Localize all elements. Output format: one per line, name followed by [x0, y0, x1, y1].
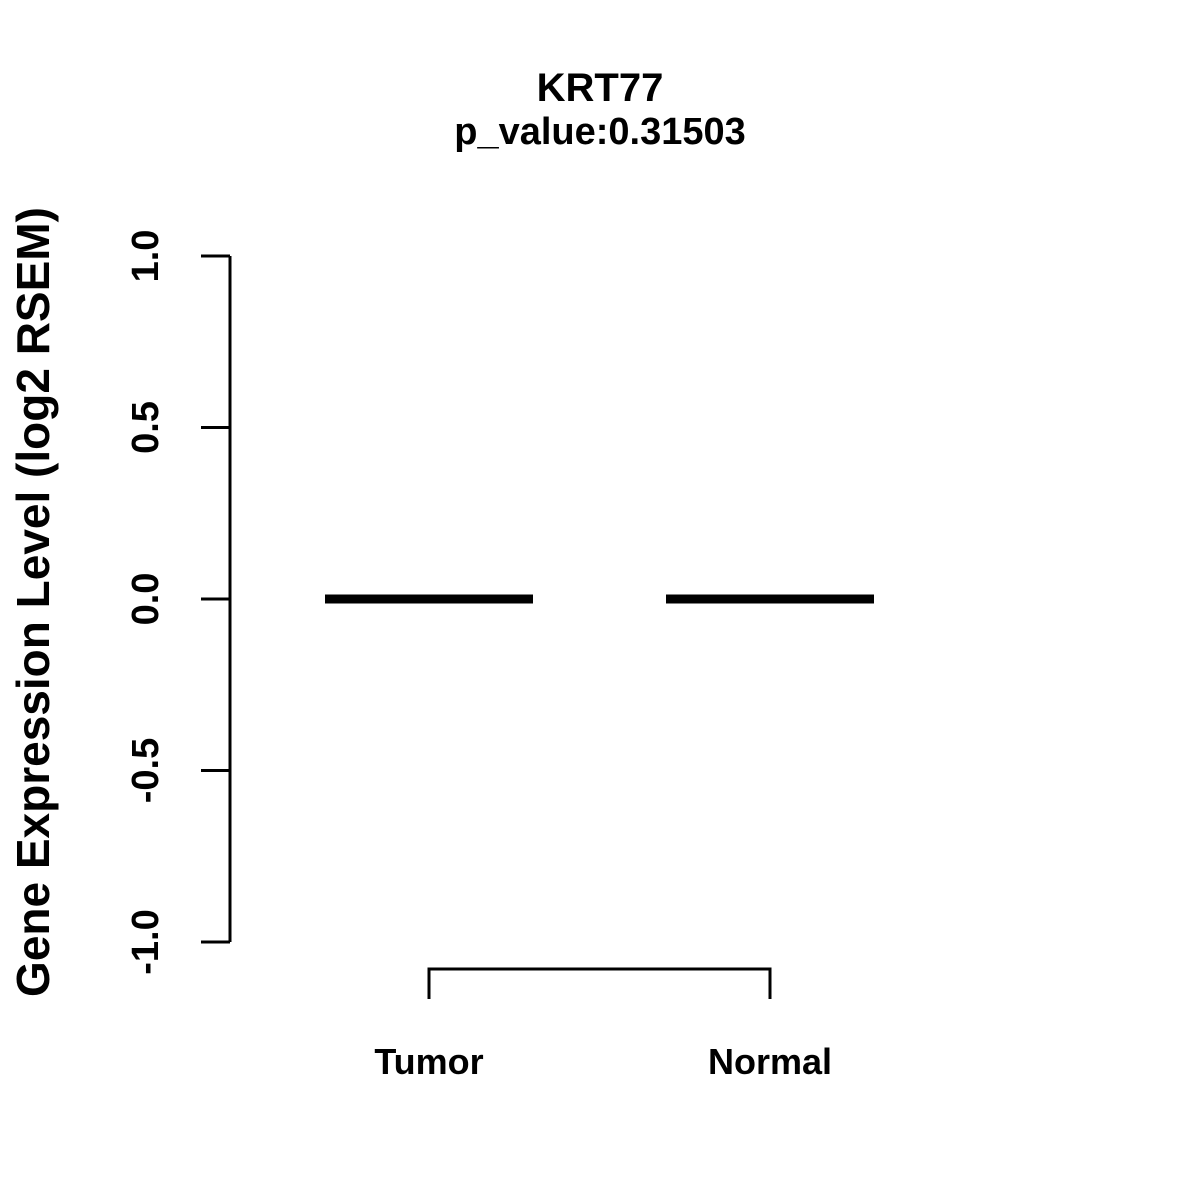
- x-category-label-tumor: Tumor: [374, 1041, 483, 1082]
- x-category-label-normal: Normal: [708, 1041, 832, 1082]
- y-axis-tick-label: 0.5: [125, 401, 167, 454]
- y-axis-tick-label: 0.0: [125, 573, 167, 626]
- y-axis-tick-label: 1.0: [125, 230, 167, 283]
- y-axis-title: Gene Expression Level (log2 RSEM): [7, 207, 59, 997]
- chart-title: KRT77: [536, 66, 664, 110]
- comparison-bracket: [427, 967, 772, 999]
- y-axis-tick-label: -1.0: [125, 909, 167, 974]
- chart-subtitle-pvalue: p_value:0.31503: [454, 111, 746, 153]
- y-axis-tick-label: -0.5: [125, 738, 167, 803]
